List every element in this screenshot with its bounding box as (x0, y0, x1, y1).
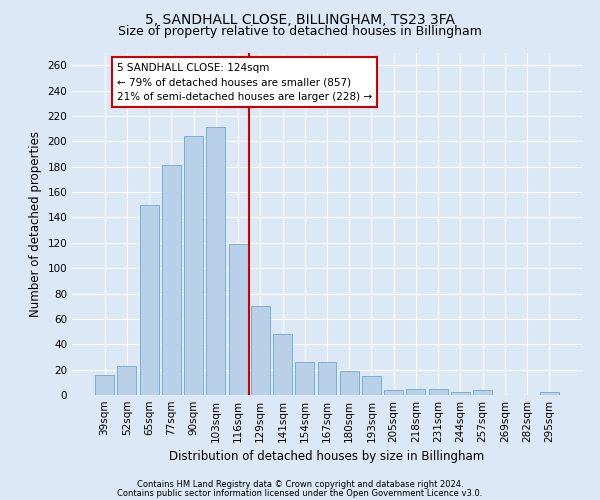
Text: Size of property relative to detached houses in Billingham: Size of property relative to detached ho… (118, 25, 482, 38)
Bar (317, 362, 337, 395)
Bar (229, 244, 248, 395)
Bar (295, 362, 314, 395)
Text: 5, SANDHALL CLOSE, BILLINGHAM, TS23 3FA: 5, SANDHALL CLOSE, BILLINGHAM, TS23 3FA (145, 12, 455, 26)
Bar (251, 306, 270, 395)
X-axis label: Distribution of detached houses by size in Billingham: Distribution of detached houses by size … (169, 450, 485, 464)
Text: 5 SANDHALL CLOSE: 124sqm
← 79% of detached houses are smaller (857)
21% of semi-: 5 SANDHALL CLOSE: 124sqm ← 79% of detach… (117, 62, 372, 102)
Bar (184, 136, 203, 395)
Bar (140, 204, 158, 395)
Bar (406, 388, 425, 395)
Bar (95, 374, 114, 395)
Bar (540, 392, 559, 395)
Bar (273, 334, 292, 395)
Text: Contains HM Land Registry data © Crown copyright and database right 2024.: Contains HM Land Registry data © Crown c… (137, 480, 463, 489)
Bar (118, 366, 136, 395)
Bar (451, 392, 470, 395)
Bar (340, 371, 359, 395)
Bar (384, 390, 403, 395)
Text: Contains public sector information licensed under the Open Government Licence v3: Contains public sector information licen… (118, 488, 482, 498)
Bar (162, 166, 181, 395)
Y-axis label: Number of detached properties: Number of detached properties (29, 130, 42, 317)
Bar (206, 128, 225, 395)
Bar (429, 388, 448, 395)
Bar (362, 376, 381, 395)
Bar (473, 390, 492, 395)
